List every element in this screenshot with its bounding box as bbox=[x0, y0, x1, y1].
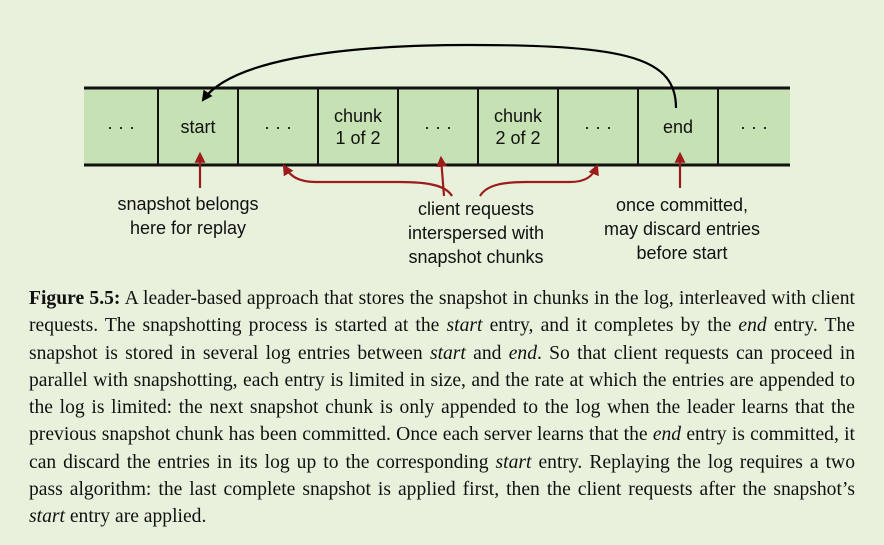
caption-italic-term: end bbox=[652, 424, 682, 446]
log-cell-8: · · · bbox=[740, 117, 768, 137]
log-cell-7: end bbox=[663, 117, 693, 137]
log-diagram: · · · start · · · chunk 1 of 2 · · · chunk 2 of… bbox=[84, 43, 790, 197]
log-cell-3: chunk 1 of 2 bbox=[334, 106, 383, 148]
caption-text: entry. The snapshot is stored in several… bbox=[29, 315, 855, 364]
caption-text: entry. Replaying the log requires a two … bbox=[29, 451, 855, 501]
log-cell-0: · · · bbox=[107, 117, 135, 137]
client-request-arrow-middle bbox=[436, 155, 448, 197]
client-requests-annotation: client requests interspersed with snapsh… bbox=[407, 199, 545, 267]
figure-caption: Figure 5.5: A leader-based approach that… bbox=[29, 285, 855, 531]
caption-text: entry, and it completes by the bbox=[482, 315, 739, 337]
caption-italic-term: start bbox=[446, 315, 483, 337]
snapshot-belongs-annotation: snapshot belongs here for replay bbox=[117, 194, 259, 238]
log-cell-2: · · · bbox=[264, 117, 292, 137]
caption-text: entry are applied. bbox=[64, 506, 207, 528]
once-committed-annotation: once committed, may discard entries befo… bbox=[603, 195, 761, 263]
log-cell-labels: · · · start · · · chunk 1 of 2 · · · chunk 2 of… bbox=[107, 106, 768, 148]
caption-italic-term: start bbox=[429, 342, 466, 364]
caption-text: . So that client requests can proceed in… bbox=[29, 342, 855, 446]
log-cell-6: · · · bbox=[584, 117, 612, 137]
caption-italic-term: end bbox=[508, 342, 537, 364]
caption-text: entry is committed, it can discard the e… bbox=[29, 424, 855, 473]
client-request-arrow-left bbox=[282, 164, 453, 197]
log-cell-4: · · · bbox=[424, 117, 452, 137]
client-request-arrow-right bbox=[479, 163, 599, 197]
log-cell-1: start bbox=[180, 117, 215, 137]
log-cell-5: chunk 2 of 2 bbox=[494, 106, 543, 148]
caption-italic-term: start bbox=[29, 506, 65, 528]
end-to-start-arrow bbox=[201, 43, 678, 109]
caption-text: A leader-based approach that stores the … bbox=[29, 288, 855, 337]
caption-text: and bbox=[465, 342, 509, 364]
caption-label: Figure 5.5: bbox=[29, 288, 121, 309]
caption-italic-term: start bbox=[495, 451, 532, 473]
caption-italic-term: end bbox=[738, 315, 767, 337]
